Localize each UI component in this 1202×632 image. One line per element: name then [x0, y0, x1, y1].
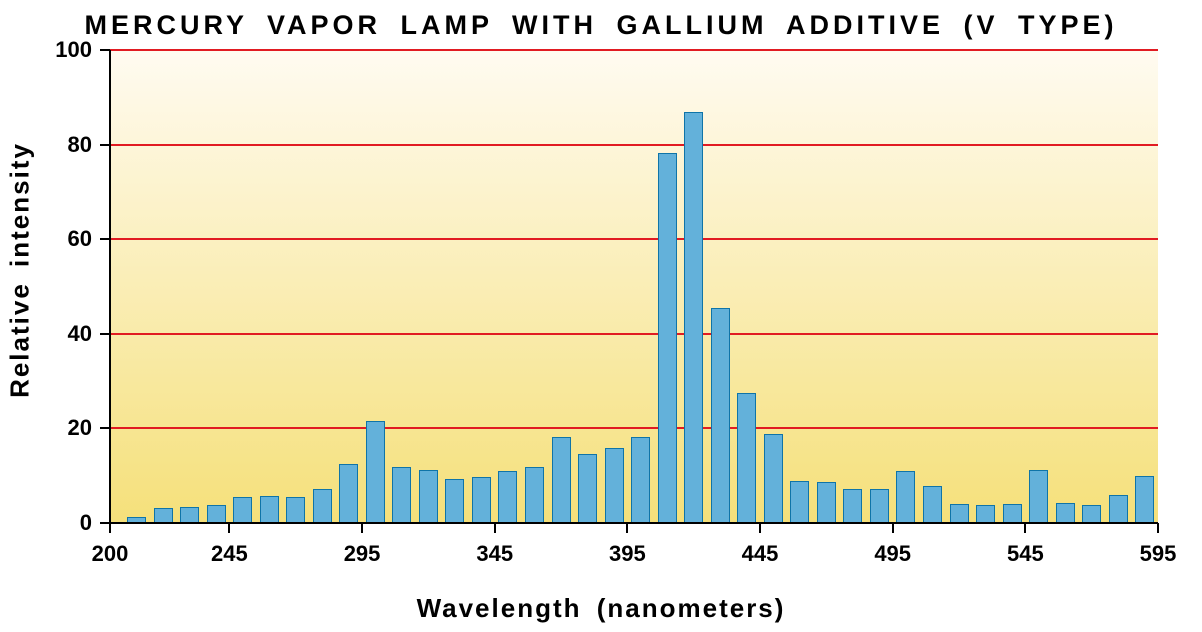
chart-title: MERCURY VAPOR LAMP WITH GALLIUM ADDITIVE…: [0, 10, 1202, 41]
x-tick-label: 395: [609, 541, 646, 567]
bar: [366, 421, 385, 523]
bar: [525, 467, 544, 523]
x-tick-label: 495: [874, 541, 911, 567]
bar: [313, 489, 332, 523]
y-axis-label: Relative intensity: [5, 142, 36, 398]
y-tick-label: 40: [68, 321, 92, 347]
x-tick-label: 595: [1140, 541, 1177, 567]
x-tick-mark: [109, 523, 111, 533]
bar: [180, 507, 199, 523]
bar: [658, 153, 677, 523]
bar: [339, 464, 358, 523]
x-tick-mark: [1157, 523, 1159, 533]
bar: [843, 489, 862, 523]
x-tick-label: 200: [92, 541, 129, 567]
x-tick-mark: [626, 523, 628, 533]
bar: [127, 517, 146, 523]
bar: [976, 505, 995, 523]
x-tick-label: 545: [1007, 541, 1044, 567]
bar: [711, 308, 730, 523]
y-tick-label: 60: [68, 226, 92, 252]
bar: [154, 508, 173, 523]
y-tick-mark: [100, 49, 110, 51]
y-tick-label: 0: [80, 510, 92, 536]
bar: [605, 448, 624, 523]
bar: [817, 482, 836, 523]
gridline: [110, 49, 1158, 51]
y-tick-mark: [100, 144, 110, 146]
bar: [552, 437, 571, 523]
gridline: [110, 238, 1158, 240]
x-tick-mark: [494, 523, 496, 533]
x-tick-mark: [759, 523, 761, 533]
x-tick-label: 345: [476, 541, 513, 567]
x-tick-label: 295: [344, 541, 381, 567]
bar: [1056, 503, 1075, 523]
bar: [737, 393, 756, 523]
bar: [1003, 504, 1022, 523]
bar: [950, 504, 969, 523]
bar: [923, 486, 942, 523]
y-tick-mark: [100, 333, 110, 335]
y-tick-mark: [100, 427, 110, 429]
bar: [419, 470, 438, 523]
bar: [578, 454, 597, 523]
bar: [870, 489, 889, 523]
bar: [472, 477, 491, 523]
x-tick-mark: [361, 523, 363, 533]
y-tick-label: 20: [68, 415, 92, 441]
gridline: [110, 144, 1158, 146]
x-axis-label: Wavelength (nanometers): [0, 593, 1202, 624]
bar: [1109, 495, 1128, 523]
bar: [286, 497, 305, 523]
bar: [790, 481, 809, 523]
x-tick-label: 245: [211, 541, 248, 567]
bar: [233, 497, 252, 523]
y-tick-label: 100: [55, 37, 92, 63]
bar: [498, 471, 517, 523]
bar: [764, 434, 783, 523]
chart-container: MERCURY VAPOR LAMP WITH GALLIUM ADDITIVE…: [0, 0, 1202, 632]
y-tick-label: 80: [68, 132, 92, 158]
bar: [1082, 505, 1101, 523]
x-tick-label: 445: [742, 541, 779, 567]
bar: [392, 467, 411, 523]
bar: [684, 112, 703, 523]
bar: [260, 496, 279, 523]
gridline: [110, 333, 1158, 335]
gridline: [110, 427, 1158, 429]
bar: [1135, 476, 1154, 523]
bar: [207, 505, 226, 523]
plot-area: 020406080100200245295345395445495545595: [110, 50, 1158, 523]
x-tick-mark: [892, 523, 894, 533]
bar: [631, 437, 650, 523]
bar: [445, 479, 464, 523]
y-tick-mark: [100, 238, 110, 240]
x-tick-mark: [1024, 523, 1026, 533]
bar: [1029, 470, 1048, 523]
bar: [896, 471, 915, 523]
x-tick-mark: [228, 523, 230, 533]
